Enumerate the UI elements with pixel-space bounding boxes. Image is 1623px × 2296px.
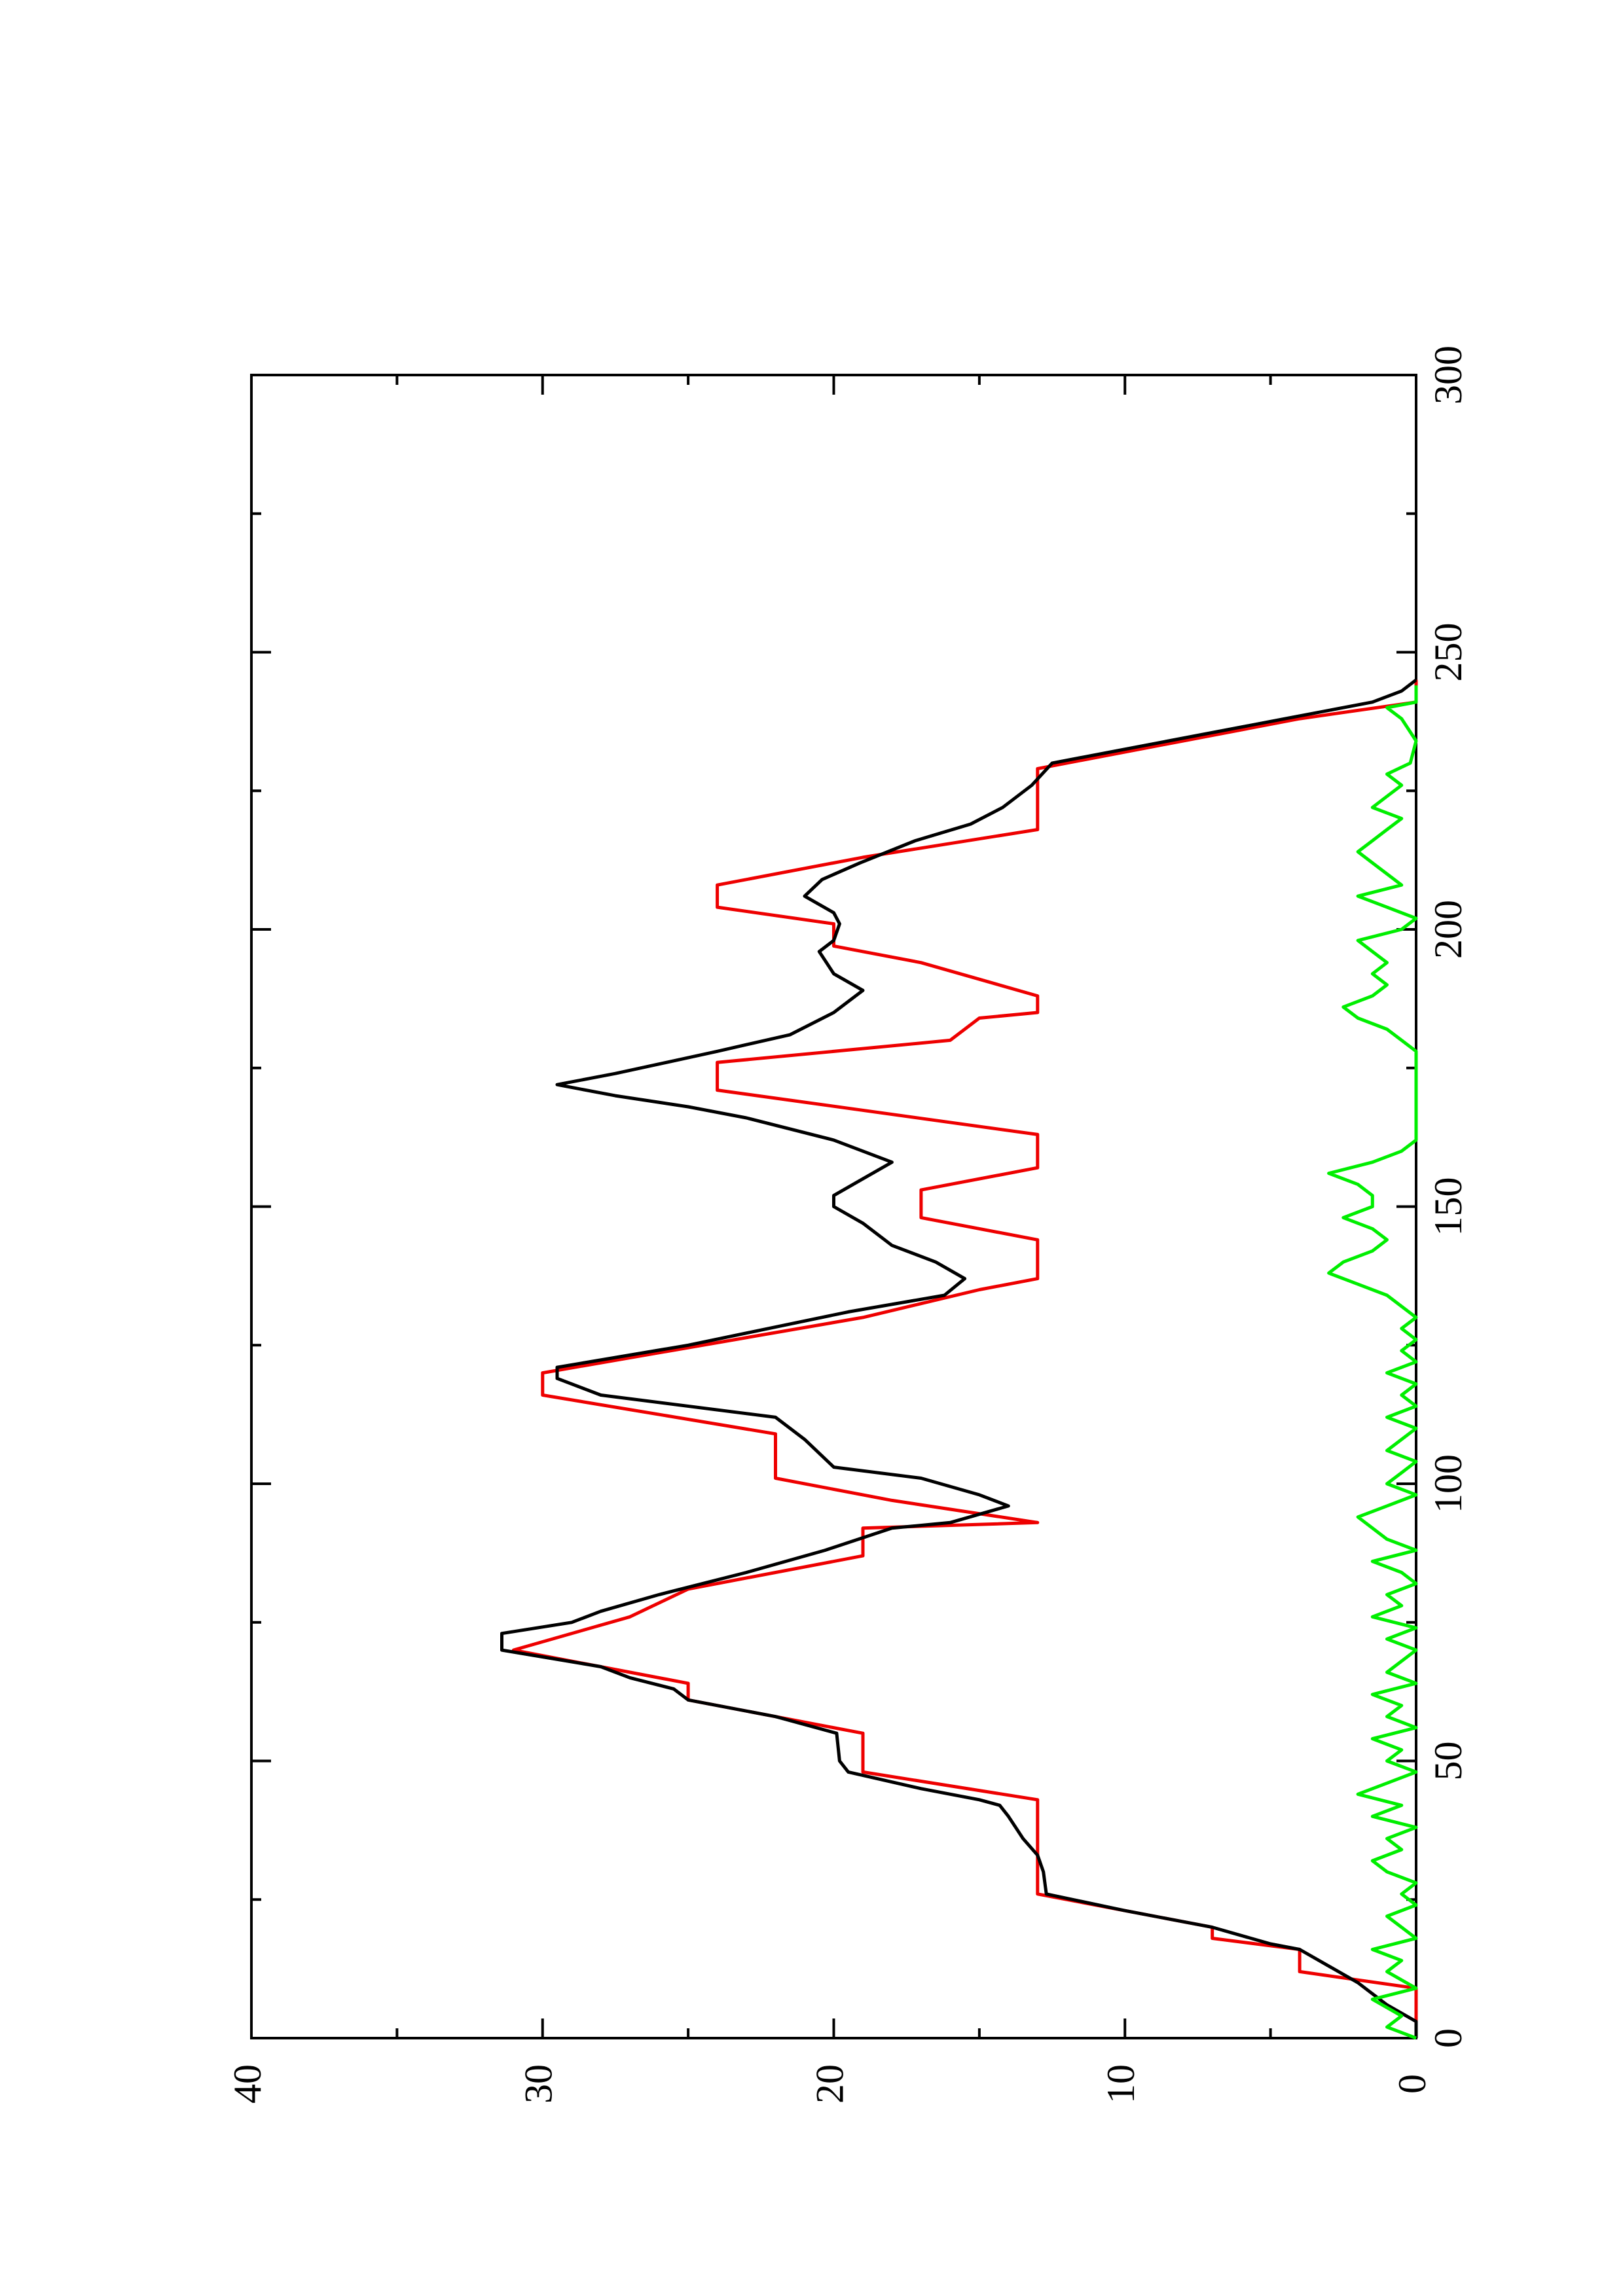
x-tick-label: 50 [1427,1742,1470,1781]
y-tick-label: 20 [808,2064,851,2104]
tick-labels: 0 50 100 150 200 250 300 0 10 20 30 40 [226,346,1470,2104]
x-tick-label: 150 [1427,1177,1470,1236]
y-tick-label: 40 [226,2064,269,2104]
y-tick-label: 10 [1099,2064,1142,2104]
y-tick-label: 30 [517,2064,560,2104]
x-tick-label: 200 [1427,900,1470,959]
x-tick-label: 300 [1427,346,1470,404]
red-series-line [511,679,1418,2038]
x-tick-label: 0 [1427,2028,1470,2048]
x-tick-label: 250 [1427,623,1470,682]
y-tick-label: 0 [1391,2074,1434,2094]
black-series-line [500,678,1418,2038]
axis-ticks [250,374,1417,2039]
green-series-line [1327,685,1418,2040]
x-tick-label: 100 [1427,1454,1470,1513]
series-lines [500,678,1418,2040]
